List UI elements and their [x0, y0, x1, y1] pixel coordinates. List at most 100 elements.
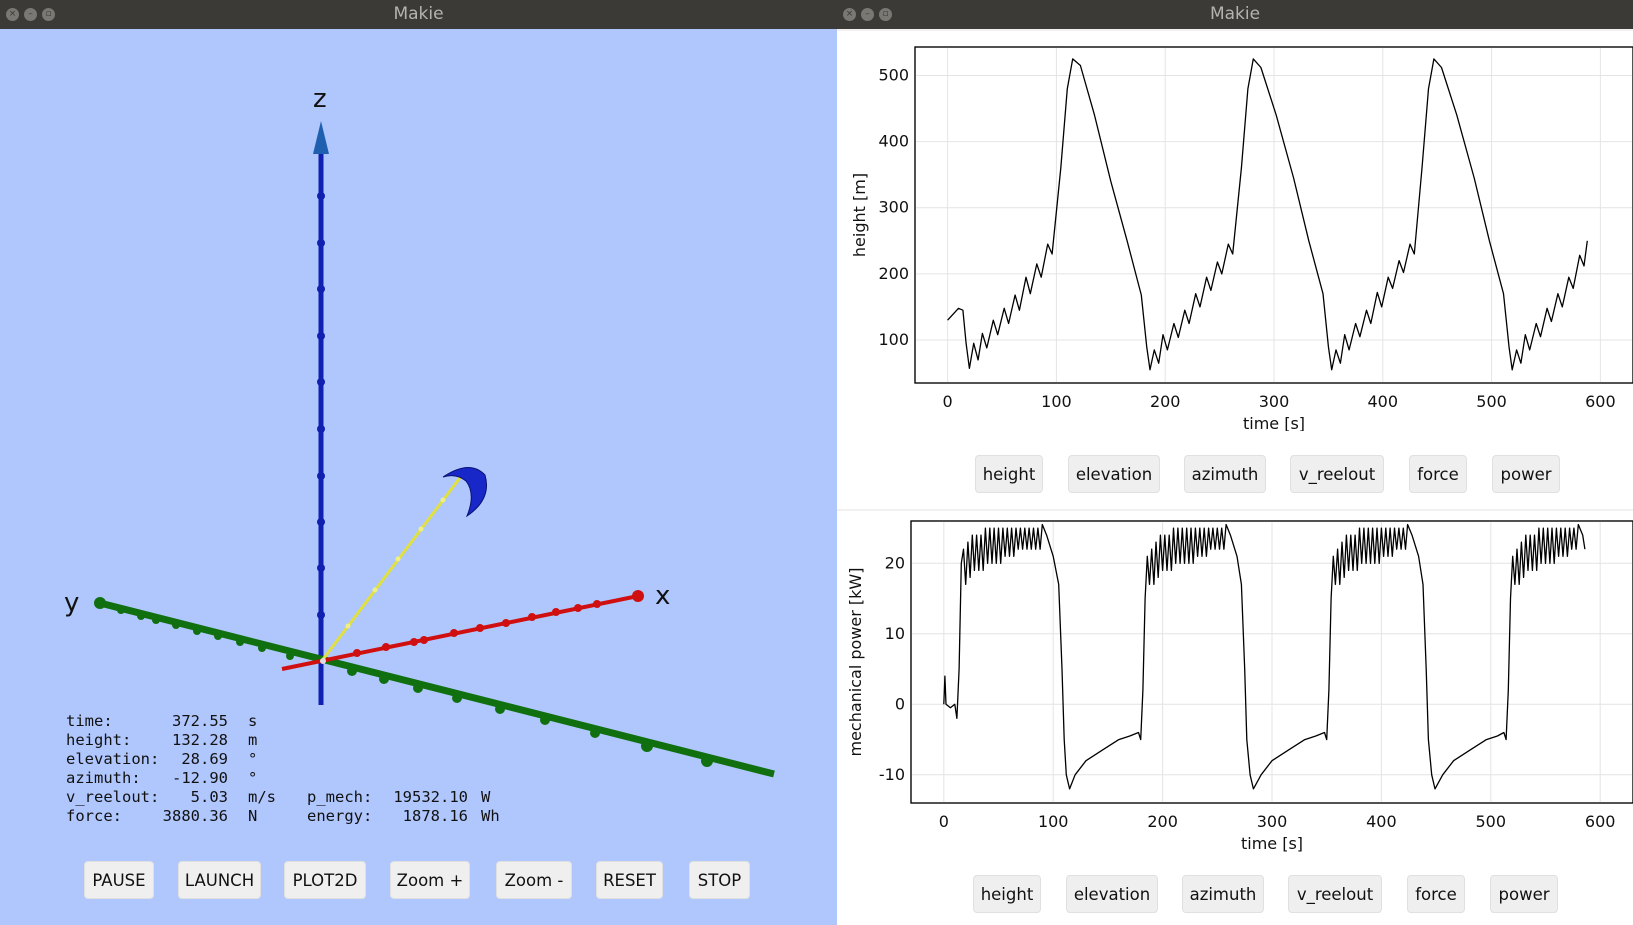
top-plot-pane: 0 100 200 300 400 500 600 100 200 300 400 500 time […	[837, 31, 1633, 509]
y-tick-label: 0	[895, 694, 905, 713]
bottom-elevation-button[interactable]: elevation	[1066, 875, 1158, 913]
plot2d-button[interactable]: PLOT2D	[284, 861, 366, 899]
x-tick-label: 600	[1585, 392, 1616, 411]
y-tick-label: 10	[885, 624, 905, 643]
readout-value: 28.69	[181, 750, 228, 768]
y-tick-label: -10	[879, 765, 905, 784]
reset-button[interactable]: RESET	[596, 861, 663, 899]
launch-button[interactable]: LAUNCH	[178, 861, 261, 899]
z-axis-label: z	[313, 84, 327, 114]
x-axis-title: time [s]	[1241, 834, 1303, 853]
y-tick-label: 200	[878, 264, 909, 283]
bottom-height-button[interactable]: height	[973, 875, 1041, 913]
y-tick-label: 500	[878, 65, 909, 84]
minimize-window-icon[interactable]: –	[861, 8, 874, 21]
x-tick-label: 500	[1476, 812, 1507, 831]
bottom-v-reelout-button[interactable]: v_reelout	[1288, 875, 1382, 913]
energy-value: 1878.16	[403, 807, 468, 825]
top-power-button[interactable]: power	[1492, 455, 1560, 493]
power-chart[interactable]: 0 100 200 300 400 500 600 -10 0 10 20 time [s] mecha…	[837, 511, 1633, 861]
readout-unit: °	[248, 750, 257, 768]
y-axis-label: y	[64, 588, 79, 618]
x-tick-label: 100	[1041, 392, 1072, 411]
x-tick-label: 600	[1585, 812, 1616, 831]
readout-label: v_reelout:	[66, 788, 159, 806]
plot-frame	[914, 46, 1633, 384]
telemetry-readout: time: 372.55 s height: 132.28 m elevatio…	[66, 712, 500, 825]
scene-3d-canvas[interactable]: z y x	[0, 29, 837, 925]
pause-button[interactable]: PAUSE	[84, 861, 154, 899]
tether	[319, 474, 464, 663]
readout-value: 5.03	[191, 788, 228, 806]
readout-unit: m	[248, 731, 257, 749]
top-v-reelout-button[interactable]: v_reelout	[1290, 455, 1384, 493]
readout-value: 132.28	[172, 731, 228, 749]
y-axis	[99, 599, 775, 778]
stop-button[interactable]: STOP	[689, 861, 750, 899]
y-axis-markers	[94, 597, 713, 767]
right-titlebar: × – ▫ Makie	[837, 0, 1633, 29]
maximize-window-icon[interactable]: ▫	[879, 8, 892, 21]
x-tick-label: 0	[939, 812, 949, 831]
x-tick-label: 100	[1038, 812, 1069, 831]
top-height-button[interactable]: height	[975, 455, 1043, 493]
readout-value: -12.90	[172, 769, 228, 787]
bottom-power-button[interactable]: power	[1490, 875, 1558, 913]
minimize-window-icon[interactable]: –	[24, 8, 37, 21]
left-window: × – ▫ Makie z	[0, 0, 837, 925]
p-mech-unit: W	[481, 788, 491, 806]
x-tick-label: 500	[1476, 392, 1507, 411]
y-tick-label: 300	[878, 198, 909, 217]
x-axis-title: time [s]	[1243, 414, 1305, 431]
close-window-icon[interactable]: ×	[6, 8, 19, 21]
x-tick-label: 400	[1368, 392, 1399, 411]
x-axis-label: x	[655, 581, 670, 611]
y-axis-title: height [m]	[850, 173, 869, 257]
tether-markers	[345, 497, 446, 629]
zoom-in-button[interactable]: Zoom +	[390, 861, 470, 899]
plot-frame	[910, 520, 1633, 804]
bottom-plot-pane: 0 100 200 300 400 500 600 -10 0 10 20 time [s] mecha…	[837, 511, 1633, 925]
maximize-window-icon[interactable]: ▫	[42, 8, 55, 21]
bottom-force-button[interactable]: force	[1407, 875, 1465, 913]
zoom-out-button[interactable]: Zoom -	[496, 861, 572, 899]
readout-value: 3880.36	[163, 807, 228, 825]
z-axis-arrowhead	[313, 121, 329, 154]
right-window: × – ▫ Makie 0 100 200 300 400 500 600 100 200 300…	[837, 0, 1633, 925]
top-elevation-button[interactable]: elevation	[1068, 455, 1160, 493]
readout-label: force:	[66, 807, 122, 825]
left-titlebar: × – ▫ Makie	[0, 0, 837, 29]
bottom-azimuth-button[interactable]: azimuth	[1182, 875, 1264, 913]
readout-value: 372.55	[172, 712, 228, 730]
scene-3d[interactable]: z y x	[0, 29, 837, 925]
kite-icon	[442, 467, 487, 518]
top-azimuth-button[interactable]: azimuth	[1184, 455, 1266, 493]
top-force-button[interactable]: force	[1409, 455, 1467, 493]
right-window-title: Makie	[1209, 4, 1261, 24]
series-line	[947, 58, 1588, 371]
x-tick-label: 200	[1150, 392, 1181, 411]
x-tick-label: 400	[1366, 812, 1397, 831]
y-tick-label: 100	[878, 330, 909, 349]
readout-label: time:	[66, 712, 113, 730]
x-tick-label: 300	[1257, 812, 1288, 831]
readout-label: height:	[66, 731, 131, 749]
close-window-icon[interactable]: ×	[843, 8, 856, 21]
readout-unit: s	[248, 712, 257, 730]
x-tick-label: 200	[1147, 812, 1178, 831]
series-line	[943, 523, 1586, 790]
p-mech-value: 19532.10	[393, 788, 468, 806]
readout-unit: N	[248, 807, 257, 825]
y-axis-title: mechanical power [kW]	[846, 568, 865, 757]
readout-label: elevation:	[66, 750, 159, 768]
p-mech-label: p_mech:	[307, 788, 372, 806]
x-tick-label: 300	[1259, 392, 1290, 411]
x-tick-label: 0	[943, 392, 953, 411]
y-tick-label: 20	[885, 553, 905, 572]
x-axis	[281, 594, 639, 671]
height-chart[interactable]: 0 100 200 300 400 500 600 100 200 300 400 500 time […	[837, 31, 1633, 433]
energy-label: energy:	[307, 807, 372, 825]
x-axis-markers	[353, 590, 644, 657]
left-window-title: Makie	[393, 4, 444, 24]
y-tick-label: 400	[878, 132, 909, 151]
